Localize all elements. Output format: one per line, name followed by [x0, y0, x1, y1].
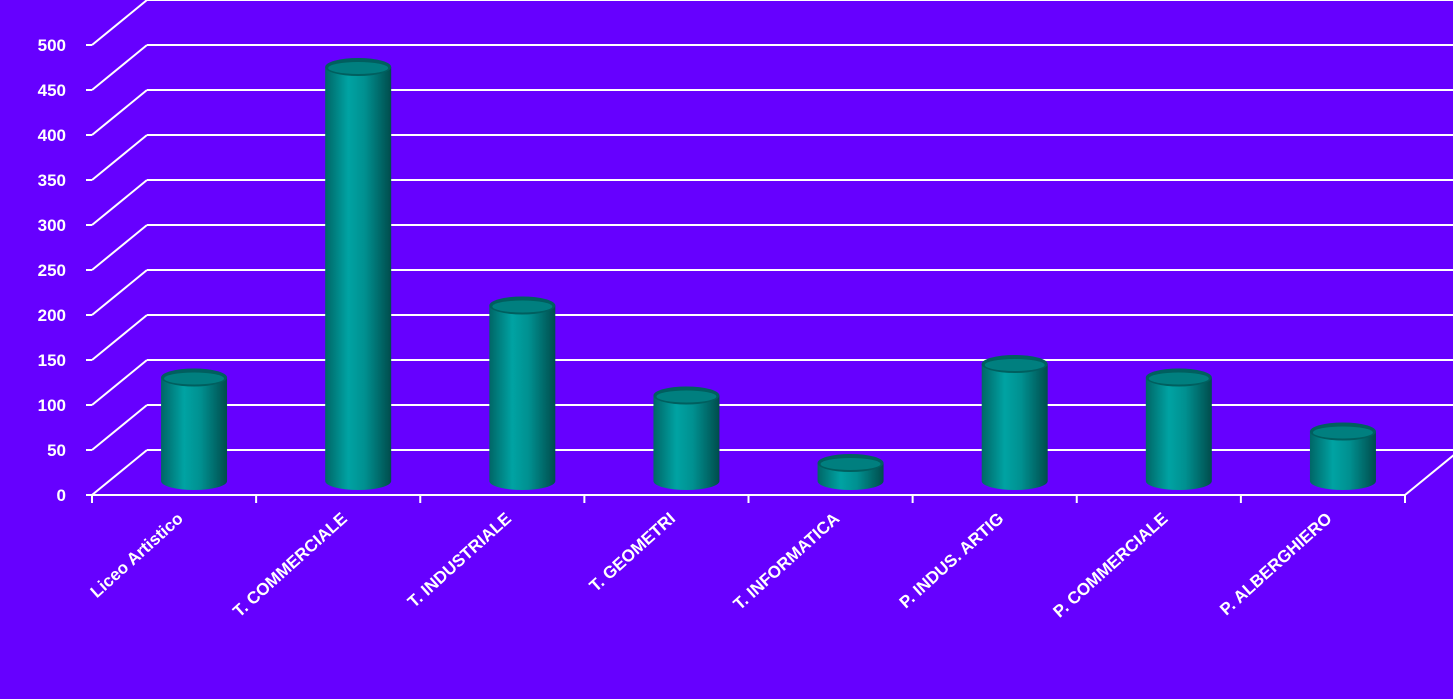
bar — [1145, 368, 1212, 491]
x-tick-label: P. INDUS. ARTIG — [896, 509, 1008, 612]
gridline — [91, 314, 1453, 361]
y-tick-label: 0 — [57, 486, 66, 505]
y-tick-label: 250 — [38, 261, 66, 280]
floor-edge-line — [1404, 454, 1453, 496]
y-tick-label: 50 — [47, 441, 66, 460]
gridline — [91, 179, 1453, 226]
bars — [161, 58, 1376, 491]
y-tick-label: 200 — [38, 306, 66, 325]
gridline — [91, 404, 1453, 451]
bar — [817, 454, 884, 491]
gridline — [91, 89, 1453, 136]
x-tick-label: T. INDUSTRIALE — [404, 509, 515, 612]
x-tick-label: T. GEOMETRI — [586, 509, 679, 596]
bar — [489, 296, 556, 491]
bar — [653, 386, 720, 491]
x-tick-label: P. ALBERGHIERO — [1216, 509, 1335, 619]
axes — [86, 44, 1453, 503]
gridline — [91, 44, 1453, 91]
y-tick-label: 450 — [38, 81, 66, 100]
gridline — [91, 269, 1453, 316]
y-tick-label: 400 — [38, 126, 66, 145]
bar — [161, 368, 228, 491]
x-tick-label: T. COMMERCIALE — [229, 509, 351, 621]
y-tick-label: 100 — [38, 396, 66, 415]
x-tick-label: Liceo Artistico — [87, 509, 187, 602]
y-tick-label: 150 — [38, 351, 66, 370]
y-tick-label: 300 — [38, 216, 66, 235]
y-tick-label: 500 — [38, 36, 66, 55]
gridline — [91, 0, 1453, 46]
bar — [981, 355, 1048, 491]
gridlines — [91, 0, 1453, 496]
gridline — [91, 449, 1453, 496]
bar — [1309, 422, 1376, 491]
x-tick-label: T. INFORMATICA — [730, 509, 844, 614]
gridline — [91, 359, 1453, 406]
x-axis-tick-labels: Liceo Artistico T. COMMERCIALE T. INDUSTRI… — [87, 509, 1336, 622]
y-tick-label: 350 — [38, 171, 66, 190]
gridline — [91, 134, 1453, 181]
bar — [325, 58, 392, 491]
y-axis-tick-labels: 0 50 100 150 200 250 300 350 400 450 500 — [38, 36, 66, 505]
x-tick-label: P. COMMERCIALE — [1049, 509, 1171, 622]
gridline — [91, 224, 1453, 271]
